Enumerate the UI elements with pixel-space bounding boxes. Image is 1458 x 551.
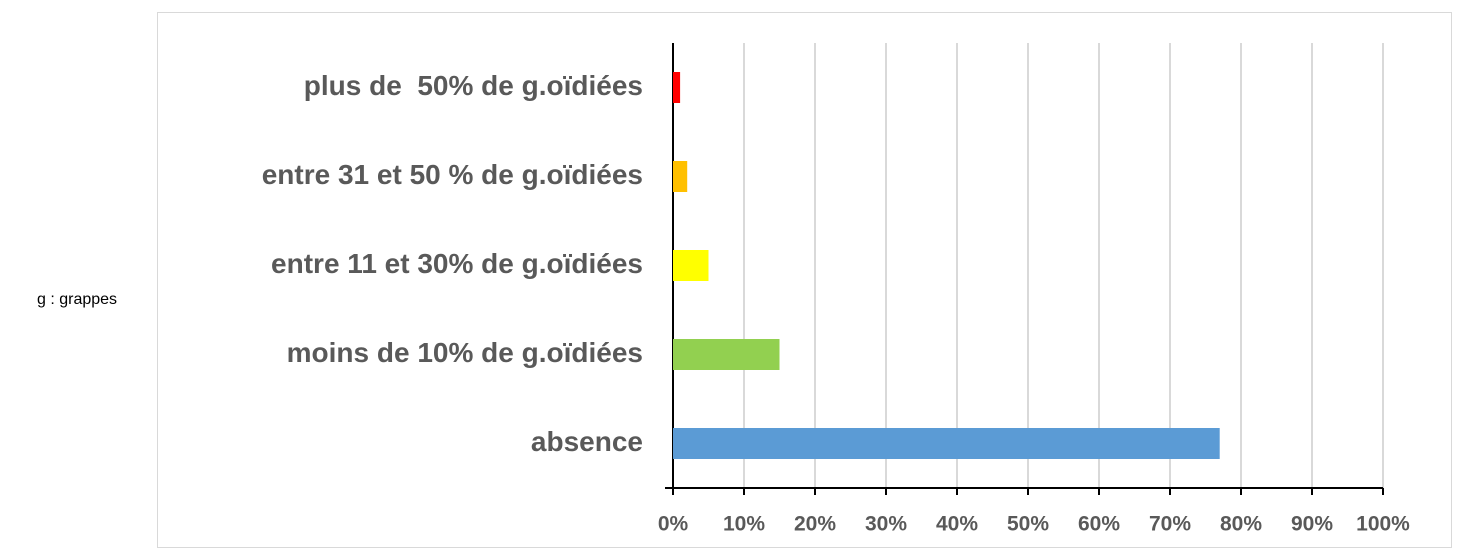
bar [673,161,688,192]
x-tick-label: 100% [1356,513,1410,536]
x-tick-label: 40% [936,513,978,536]
x-tick-label: 90% [1291,513,1333,536]
annotation: g : grappes [37,291,117,308]
bar [673,250,709,281]
y-tick-label: entre 11 et 30% de g.oïdiées [271,248,643,279]
y-tick-label: absence [531,426,643,457]
y-tick-label: plus de 50% de g.oïdiées [304,70,643,101]
x-tick-label: 80% [1220,513,1262,536]
y-tick-label: entre 31 et 50 % de g.oïdiées [262,159,643,190]
x-tick-label: 30% [865,513,907,536]
x-tick-label: 0% [658,513,689,536]
x-tick-label: 60% [1078,513,1120,536]
x-tick-label: 10% [723,513,765,536]
x-tick-label: 70% [1149,513,1191,536]
x-tick-label: 50% [1007,513,1049,536]
bar [673,72,681,103]
bar [673,428,1220,459]
bar [673,339,780,370]
y-tick-label: moins de 10% de g.oïdiées [287,337,643,368]
x-tick-label: 20% [794,513,836,536]
